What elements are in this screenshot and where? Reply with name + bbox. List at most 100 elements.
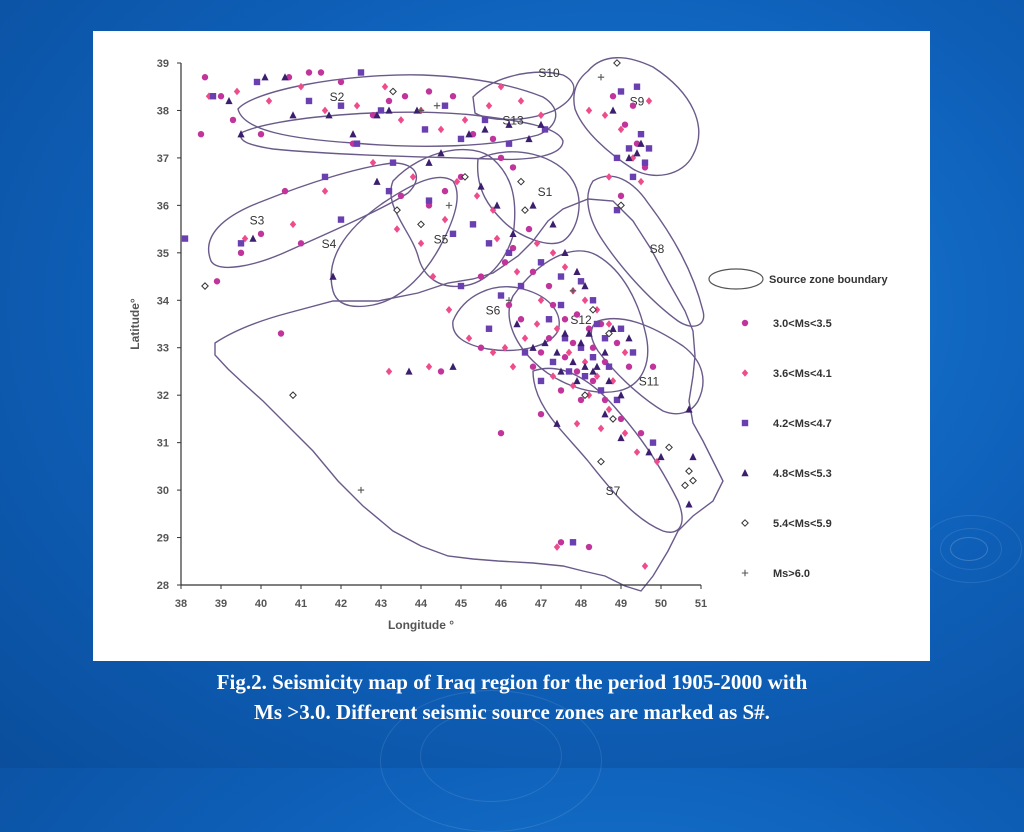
figure-caption: Fig.2. Seismicity map of Iraq region for…	[60, 667, 964, 727]
data-point	[605, 376, 613, 385]
y-axis-title: Latitude°	[128, 298, 142, 350]
x-tick-label: 41	[295, 598, 307, 610]
data-point	[437, 368, 445, 375]
data-point	[317, 69, 325, 76]
zone-label-s11: S11	[639, 375, 660, 389]
x-tick-label: 43	[375, 598, 387, 610]
data-point	[557, 273, 565, 280]
data-point	[461, 172, 469, 181]
y-tick-label: 36	[157, 200, 169, 212]
data-point	[373, 111, 381, 119]
data-point	[605, 363, 613, 370]
data-point	[241, 234, 249, 243]
data-point	[497, 429, 505, 437]
data-point	[385, 97, 393, 105]
data-point	[417, 107, 425, 114]
data-point	[589, 305, 597, 314]
data-point	[357, 486, 365, 494]
y-tick-label: 37	[157, 153, 169, 165]
data-point	[501, 343, 509, 352]
data-point	[225, 96, 233, 105]
data-point	[585, 329, 593, 337]
data-point	[589, 377, 597, 385]
y-tick-label: 39	[157, 58, 169, 70]
data-point	[289, 391, 297, 400]
legend-label: 4.2<Ms<4.7	[773, 418, 832, 430]
data-point	[481, 125, 489, 133]
data-point	[305, 97, 313, 105]
data-point	[561, 263, 569, 271]
data-point	[537, 296, 545, 305]
data-point	[685, 405, 693, 413]
x-tick-label: 46	[495, 598, 507, 610]
data-point	[617, 192, 625, 200]
y-tick-label: 34	[157, 295, 170, 307]
data-point	[537, 120, 545, 128]
x-tick-label: 40	[255, 598, 267, 610]
data-point	[537, 377, 545, 385]
source-zones	[208, 57, 724, 592]
data-point	[521, 349, 529, 356]
data-point	[337, 102, 345, 109]
data-point	[381, 82, 389, 91]
data-point	[601, 348, 609, 356]
data-point	[441, 187, 449, 195]
data-point	[561, 335, 569, 342]
data-point	[557, 367, 565, 375]
data-point	[605, 405, 613, 414]
data-point	[665, 443, 673, 452]
data-point	[429, 272, 437, 281]
data-point	[569, 381, 577, 390]
data-point	[501, 259, 509, 266]
data-point	[277, 330, 285, 337]
x-tick-label: 42	[335, 598, 347, 610]
data-point	[617, 201, 625, 210]
data-point	[337, 216, 345, 223]
caption-line-1: Fig.2. Seismicity map of Iraq region for…	[216, 670, 808, 694]
data-point	[581, 391, 589, 400]
data-point	[553, 324, 561, 333]
data-point	[181, 235, 189, 242]
data-point	[573, 368, 581, 375]
data-point	[593, 362, 601, 370]
data-point	[413, 106, 421, 114]
data-point	[457, 135, 465, 143]
data-point	[237, 130, 245, 138]
data-point	[517, 97, 525, 105]
data-point	[537, 259, 545, 266]
data-point	[613, 59, 621, 67]
data-point	[605, 329, 613, 338]
data-point	[561, 329, 569, 337]
data-point	[633, 149, 641, 157]
data-point	[569, 287, 577, 294]
data-point	[217, 93, 225, 100]
data-point	[353, 140, 361, 147]
data-point	[445, 305, 453, 314]
zone-label-s12: S12	[570, 313, 592, 327]
x-tick-label: 44	[415, 598, 428, 610]
data-point	[393, 225, 401, 233]
data-point	[337, 78, 345, 86]
data-point	[261, 73, 269, 81]
data-point	[573, 376, 581, 385]
data-point	[401, 93, 409, 100]
zone-label-s5: S5	[434, 232, 449, 246]
data-point	[453, 177, 461, 186]
data-point	[541, 338, 549, 347]
zone-label-s4: S4	[322, 237, 337, 251]
data-points	[181, 59, 697, 570]
data-point	[597, 457, 605, 466]
data-point	[229, 116, 237, 124]
data-point	[449, 230, 457, 238]
data-point	[585, 543, 593, 551]
data-point	[281, 73, 289, 81]
data-point	[469, 221, 477, 228]
data-point	[637, 130, 645, 138]
data-point	[257, 130, 265, 138]
data-point	[645, 448, 653, 456]
ripple	[950, 537, 988, 561]
data-point	[237, 249, 245, 257]
data-point	[209, 93, 217, 100]
data-point	[625, 334, 633, 342]
data-point	[477, 273, 485, 280]
